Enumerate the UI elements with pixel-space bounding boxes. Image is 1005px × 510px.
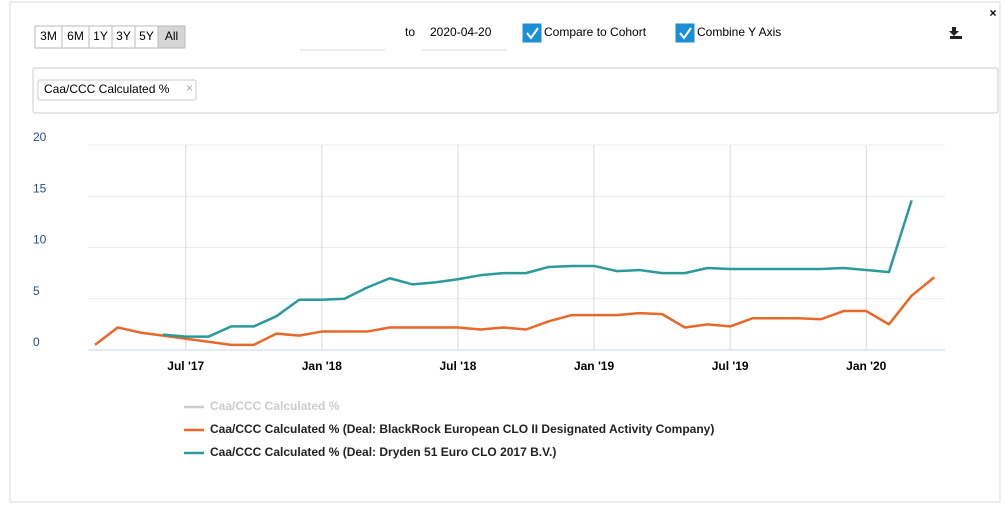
download-icon[interactable] [949,27,962,39]
end-date-input[interactable]: 2020-04-20 [430,25,492,39]
tag-label: Caa/CCC Calculated % [44,82,170,96]
tag-box[interactable] [32,67,999,114]
checkboxes: Compare to Cohort Combine Y Axis [522,23,781,43]
y-tick-label: 0 [33,335,40,349]
legend-label[interactable]: Caa/CCC Calculated % (Deal: BlackRock Eu… [210,422,714,436]
y-tick-label: 20 [33,130,47,144]
legend-label[interactable]: Caa/CCC Calculated % [210,399,340,413]
x-tick-label: Jul '17 [167,359,204,373]
y-tick-label: 10 [33,233,47,247]
range-button-label: 3M [40,29,57,43]
to-label: to [405,25,415,39]
x-tick-label: Jan '18 [302,359,343,373]
y-tick-label: 15 [33,181,47,195]
checkbox[interactable] [675,23,695,43]
close-button[interactable]: × [989,6,996,20]
tag [37,79,197,101]
range-button-label: 6M [67,29,84,43]
checkbox-label: Combine Y Axis [697,25,781,39]
plot: 0 5 10 15 20 Jul '17 Jan '18 Jul '18 Jan '19 Jul … [33,130,945,459]
range-button-label: 1Y [93,29,108,43]
range-buttons: 3M 6M 1Y 3Y 5Y All [34,25,186,49]
legend-label[interactable]: Caa/CCC Calculated % (Deal: Dryden 51 Eu… [210,445,556,459]
x-tick-label: Jan '19 [574,359,615,373]
series-line [94,276,936,347]
checkbox-label: Compare to Cohort [544,25,647,39]
x-tick-label: Jul '19 [712,359,749,373]
x-tick-label: Jan '20 [846,359,887,373]
range-button-label: 3Y [116,29,131,43]
check-mark [679,27,692,40]
x-tick-label: Jul '18 [440,359,477,373]
range-button-label: All [165,29,178,43]
check-mark [526,27,539,40]
y-tick-label: 5 [33,284,40,298]
tag-remove[interactable]: × [186,81,193,95]
series-line [162,199,913,338]
checkbox[interactable] [522,23,542,43]
range-button-label: 5Y [139,29,154,43]
range-button[interactable] [157,25,186,49]
